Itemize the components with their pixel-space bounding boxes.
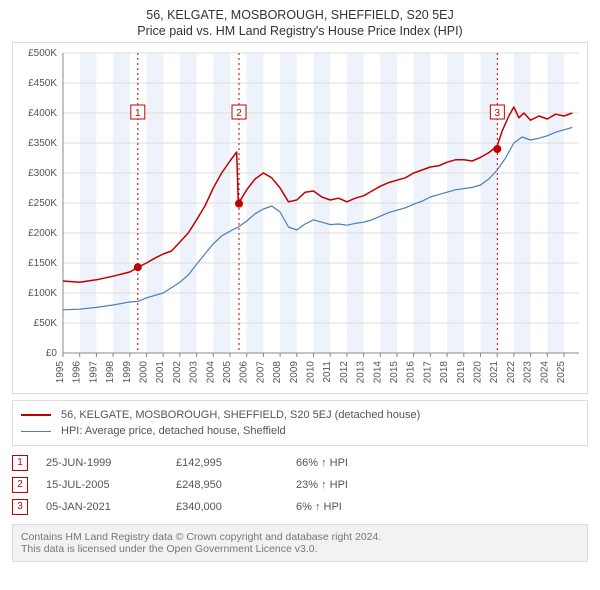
chart-title-2: Price paid vs. HM Land Registry's House … — [12, 24, 588, 38]
legend: 56, KELGATE, MOSBOROUGH, SHEFFIELD, S20 … — [12, 400, 588, 446]
svg-text:1998: 1998 — [105, 361, 116, 384]
svg-text:2013: 2013 — [356, 361, 367, 384]
svg-text:2023: 2023 — [523, 361, 534, 384]
event-marker: 2 — [12, 477, 28, 493]
event-hpi: 66% ↑ HPI — [296, 457, 588, 469]
legend-item: HPI: Average price, detached house, Shef… — [21, 423, 579, 439]
svg-text:2001: 2001 — [155, 361, 166, 384]
event-row: 3 05-JAN-2021 £340,000 6% ↑ HPI — [12, 496, 588, 518]
svg-text:2017: 2017 — [422, 361, 433, 384]
event-row: 2 15-JUL-2005 £248,950 23% ↑ HPI — [12, 474, 588, 496]
svg-text:2008: 2008 — [272, 361, 283, 384]
svg-text:£300K: £300K — [28, 168, 57, 179]
event-hpi: 6% ↑ HPI — [296, 501, 588, 513]
svg-text:2007: 2007 — [255, 361, 266, 384]
svg-text:2025: 2025 — [556, 361, 567, 384]
event-marker: 1 — [12, 455, 28, 471]
svg-text:2019: 2019 — [456, 361, 467, 384]
svg-text:2: 2 — [236, 108, 242, 119]
svg-text:£0: £0 — [46, 348, 58, 359]
svg-text:£100K: £100K — [28, 288, 57, 299]
svg-text:2011: 2011 — [322, 361, 333, 383]
svg-text:2005: 2005 — [222, 361, 233, 384]
svg-text:2016: 2016 — [406, 361, 417, 384]
svg-text:£200K: £200K — [28, 228, 57, 239]
legend-swatch — [21, 431, 51, 432]
svg-text:£450K: £450K — [28, 78, 57, 89]
svg-text:1996: 1996 — [72, 361, 83, 384]
chart-container: £0 £50K £100K £150K £200K £250K £300K £350K £400… — [12, 42, 588, 394]
event-price: £340,000 — [176, 501, 296, 513]
svg-text:1995: 1995 — [55, 361, 66, 384]
event-date: 25-JUN-1999 — [46, 457, 176, 469]
event-hpi: 23% ↑ HPI — [296, 479, 588, 491]
legend-label: 56, KELGATE, MOSBOROUGH, SHEFFIELD, S20 … — [61, 409, 420, 421]
svg-text:2015: 2015 — [389, 361, 400, 384]
event-row: 1 25-JUN-1999 £142,995 66% ↑ HPI — [12, 452, 588, 474]
svg-text:2024: 2024 — [539, 361, 550, 384]
line-chart: £0 £50K £100K £150K £200K £250K £300K £350K £400… — [13, 43, 589, 393]
svg-text:£250K: £250K — [28, 198, 57, 209]
svg-text:2009: 2009 — [289, 361, 300, 384]
svg-text:£500K: £500K — [28, 48, 57, 59]
svg-text:2021: 2021 — [489, 361, 500, 384]
svg-text:3: 3 — [495, 108, 501, 119]
svg-text:2002: 2002 — [172, 361, 183, 384]
svg-text:2014: 2014 — [372, 361, 383, 384]
legend-swatch — [21, 414, 51, 416]
event-date: 05-JAN-2021 — [46, 501, 176, 513]
svg-text:2020: 2020 — [472, 361, 483, 384]
event-price: £248,950 — [176, 479, 296, 491]
svg-text:2004: 2004 — [205, 361, 216, 384]
svg-text:£150K: £150K — [28, 258, 57, 269]
legend-label: HPI: Average price, detached house, Shef… — [61, 425, 286, 437]
footer-line-1: Contains HM Land Registry data © Crown c… — [21, 531, 579, 543]
legend-item: 56, KELGATE, MOSBOROUGH, SHEFFIELD, S20 … — [21, 407, 579, 423]
svg-text:2006: 2006 — [239, 361, 250, 384]
svg-text:£350K: £350K — [28, 138, 57, 149]
svg-text:2022: 2022 — [506, 361, 517, 384]
events-table: 1 25-JUN-1999 £142,995 66% ↑ HPI 2 15-JU… — [12, 452, 588, 518]
event-marker: 3 — [12, 499, 28, 515]
svg-text:1999: 1999 — [122, 361, 133, 384]
footer-line-2: This data is licensed under the Open Gov… — [21, 543, 579, 555]
svg-text:2012: 2012 — [339, 361, 350, 384]
svg-text:£400K: £400K — [28, 108, 57, 119]
svg-text:2018: 2018 — [439, 361, 450, 384]
chart-title-1: 56, KELGATE, MOSBOROUGH, SHEFFIELD, S20 … — [12, 8, 588, 22]
svg-text:1997: 1997 — [88, 361, 99, 384]
svg-text:2010: 2010 — [305, 361, 316, 384]
svg-text:£50K: £50K — [34, 318, 58, 329]
svg-text:2000: 2000 — [138, 361, 149, 384]
event-date: 15-JUL-2005 — [46, 479, 176, 491]
footer: Contains HM Land Registry data © Crown c… — [12, 524, 588, 562]
svg-text:2003: 2003 — [189, 361, 200, 384]
event-price: £142,995 — [176, 457, 296, 469]
svg-text:1: 1 — [135, 108, 141, 119]
